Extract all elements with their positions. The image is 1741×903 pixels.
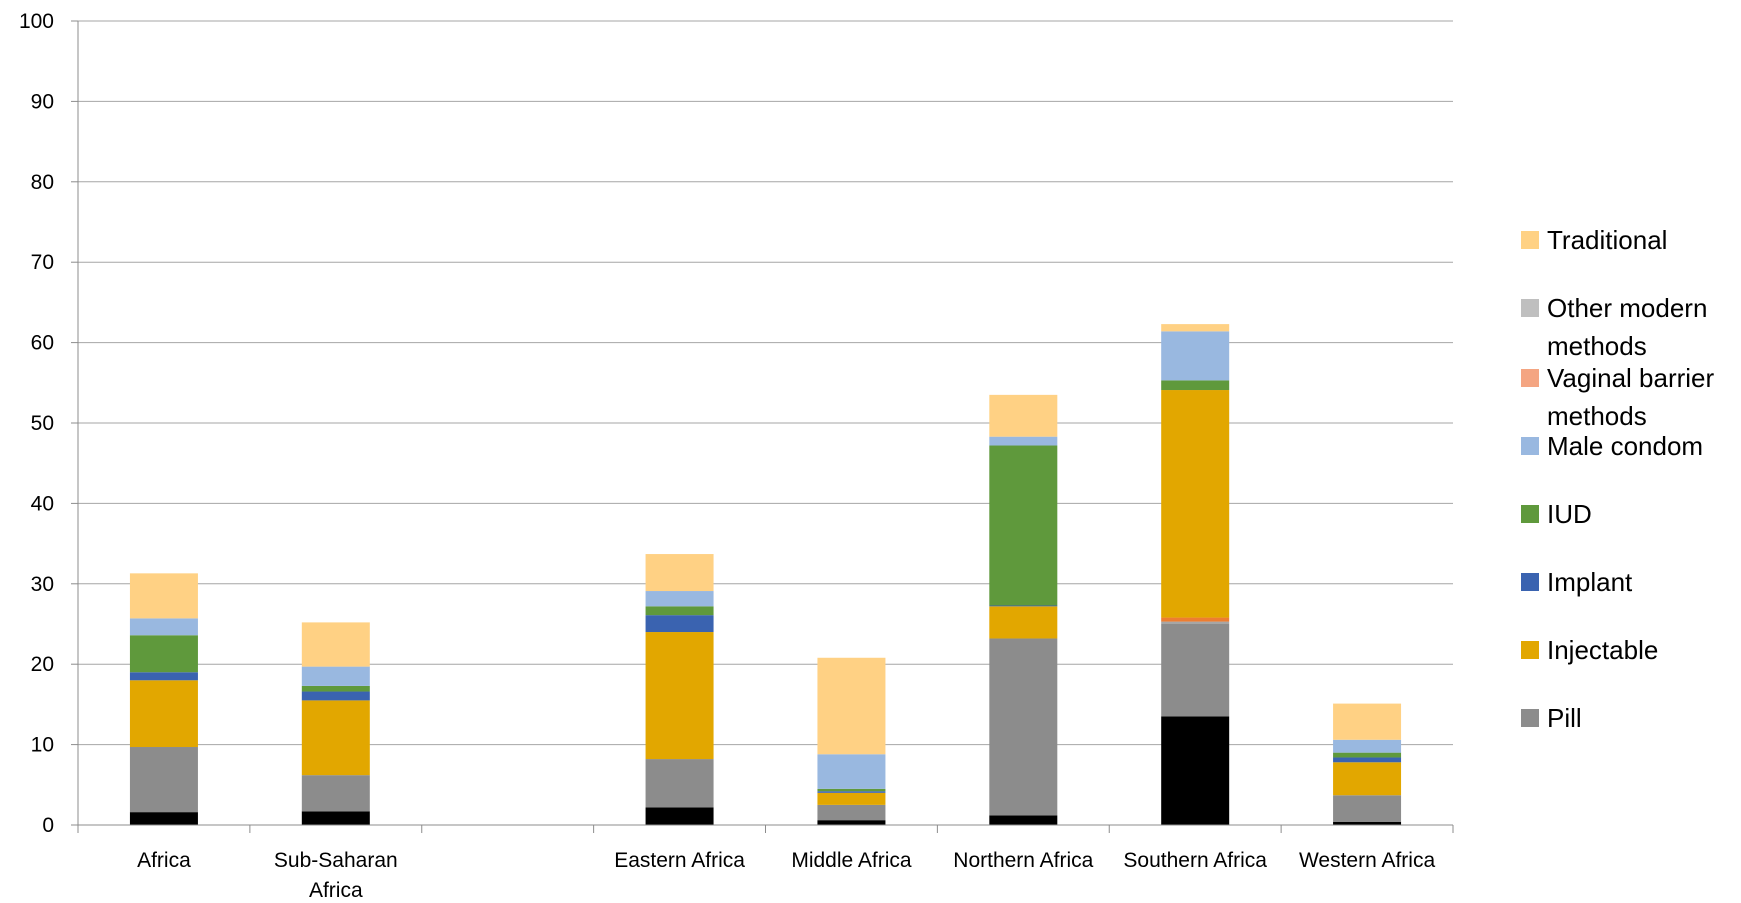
bar-segment-pill xyxy=(129,747,198,813)
bar-segment-sterilization xyxy=(1161,716,1230,825)
bar-segment-condom xyxy=(129,618,198,636)
bar-segment-injectable xyxy=(301,700,370,776)
bar-segment-traditional xyxy=(989,394,1058,437)
bar-segment-pill xyxy=(817,804,886,821)
legend-label-pill: Pill xyxy=(1547,703,1582,733)
bar-segment-implant xyxy=(817,791,886,793)
bar-segment-traditional xyxy=(645,554,714,592)
bar-segment-condom xyxy=(301,666,370,686)
y-tick-label: 60 xyxy=(31,332,54,355)
bar-segment-traditional xyxy=(1333,703,1402,740)
bar-segment-implant xyxy=(301,691,370,701)
bar-stacks xyxy=(129,324,1402,825)
bar-segment-pill xyxy=(645,759,714,808)
bar-segment-iud xyxy=(989,445,1058,606)
bar-segment-iud xyxy=(129,635,198,673)
bar-segment-other_modern_hidden xyxy=(1161,621,1230,624)
y-tick-label: 10 xyxy=(31,734,54,757)
bar-segment-condom xyxy=(1333,739,1402,753)
y-tick-label: 40 xyxy=(31,492,54,515)
bar-segment-injectable xyxy=(989,606,1058,639)
legend-label-injectable: Injectable xyxy=(1547,635,1658,665)
bar-segment-injectable xyxy=(645,632,714,760)
y-tick-label: 50 xyxy=(31,412,54,435)
legend-swatch-pill xyxy=(1521,709,1539,727)
bar-segment-sterilization xyxy=(989,815,1058,825)
bar-segment-sterilization xyxy=(817,820,886,825)
legend-swatch-vaginal xyxy=(1521,369,1539,387)
bar-segment-sterilization xyxy=(645,807,714,825)
legend-swatch-traditional xyxy=(1521,231,1539,249)
bar-segment-pill xyxy=(1333,795,1402,822)
y-tick-label: 0 xyxy=(42,814,54,837)
x-category-label: Southern Africa xyxy=(1123,849,1267,872)
bar-segment-implant xyxy=(129,672,198,681)
bar-segment-condom xyxy=(989,436,1058,446)
bar-segment-iud xyxy=(817,788,886,792)
bar-segment-injectable xyxy=(817,792,886,805)
legend-swatch-iud xyxy=(1521,505,1539,523)
legend-label-iud: IUD xyxy=(1547,499,1592,529)
y-tick-label: 30 xyxy=(31,573,54,596)
y-tick-label: 80 xyxy=(31,171,54,194)
x-category-label: Eastern Africa xyxy=(614,849,745,872)
legend-label-vaginal: methods xyxy=(1547,401,1647,431)
y-tick-label: 70 xyxy=(31,251,54,274)
bar-segment-implant xyxy=(645,615,714,633)
bar-segment-pill xyxy=(1161,624,1230,717)
bar-segment-injectable xyxy=(129,680,198,748)
bar-segment-iud xyxy=(645,606,714,616)
bar-segment-sterilization xyxy=(301,811,370,825)
legend-swatch-other_modern xyxy=(1521,299,1539,317)
bar-segment-injectable xyxy=(1161,390,1230,618)
axes xyxy=(71,20,1454,833)
x-category-label: Western Africa xyxy=(1299,849,1435,872)
bar-segment-condom xyxy=(1161,331,1230,381)
legend-label-condom: Male condom xyxy=(1547,431,1703,461)
bar-segment-iud xyxy=(301,685,370,692)
x-category-label: Africa xyxy=(137,849,191,872)
bar-segment-condom xyxy=(645,591,714,607)
legend-label-other_modern: methods xyxy=(1547,331,1647,361)
bar-segment-traditional xyxy=(1161,324,1230,332)
bar-segment-sterilization xyxy=(129,812,198,825)
x-category-labels: Africa Sub-Saharan Africa Eastern Africa Mid… xyxy=(137,849,1435,902)
x-category-label: Northern Africa xyxy=(953,849,1093,872)
y-tick-label: 100 xyxy=(19,10,54,33)
x-category-label: Middle Africa xyxy=(791,849,912,872)
legend-label-vaginal: Vaginal barrier xyxy=(1547,363,1715,393)
legend-swatch-injectable xyxy=(1521,641,1539,659)
x-category-label: Sub-Saharan xyxy=(274,849,398,872)
bar-segment-traditional xyxy=(301,622,370,667)
y-tick-label: 20 xyxy=(31,653,54,676)
bar-segment-implant xyxy=(989,605,1058,607)
x-category-label: Africa xyxy=(309,879,363,902)
legend-label-traditional: Traditional xyxy=(1547,225,1667,255)
legend-label-implant: Implant xyxy=(1547,567,1633,597)
bar-segment-condom xyxy=(817,754,886,789)
bar-segment-sterilization xyxy=(1333,821,1402,825)
legend-label-other_modern: Other modern xyxy=(1547,293,1707,323)
bar-segment-iud xyxy=(1333,752,1402,758)
bar-segment-traditional xyxy=(817,657,886,755)
bar-segment-injectable xyxy=(1333,762,1402,796)
y-tick-label: 90 xyxy=(31,90,54,113)
gridlines xyxy=(78,20,1453,746)
legend-swatch-condom xyxy=(1521,437,1539,455)
bar-segment-vaginal xyxy=(1161,617,1230,622)
bar-segment-pill xyxy=(989,638,1058,816)
bar-segment-pill xyxy=(301,775,370,812)
bar-segment-iud xyxy=(1161,380,1230,391)
bar-segment-traditional xyxy=(129,573,198,619)
bar-segment-implant xyxy=(1333,757,1402,763)
y-tick-labels: 0 10 20 30 40 50 60 70 80 90 100 xyxy=(19,10,54,837)
legend-swatch-implant xyxy=(1521,573,1539,591)
